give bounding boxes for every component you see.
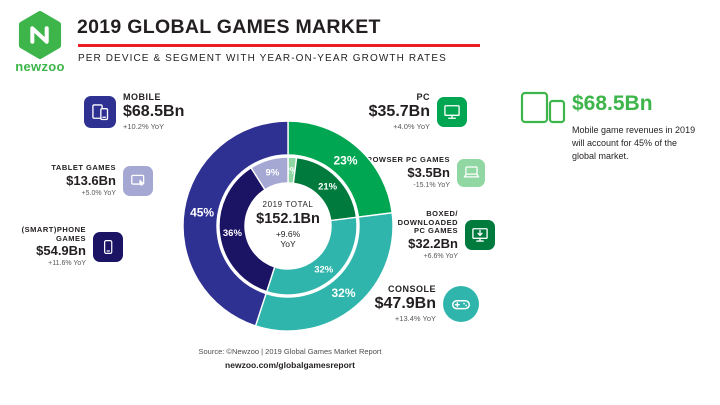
pct-label-mobile: 45%	[190, 205, 214, 219]
pct-label-tablet: 9%	[266, 167, 280, 178]
pc-value: $35.7Bn	[368, 103, 430, 121]
pct-label-smartphone: 36%	[223, 228, 243, 239]
pct-label-console: 32%	[331, 286, 355, 300]
console-gamepad-icon	[443, 285, 479, 322]
tablet-icon	[123, 165, 153, 196]
browser-pc-growth: -15.1% YoY	[413, 181, 450, 189]
total-value: $152.1Bn	[256, 211, 320, 227]
console-value: $47.9Bn	[374, 295, 436, 313]
smartphone-icon	[93, 232, 123, 263]
mobile-segment-block: MOBILE $68.5Bn +10.2% YoY	[84, 92, 184, 131]
smartphone-value: $54.9Bn	[36, 243, 86, 259]
pc-segment-block: PC $35.7Bn +4.0% YoY	[352, 92, 467, 131]
browser-pc-label: BROWSER PC GAMES	[360, 155, 450, 164]
report-link[interactable]: newzoo.com/globalgamesreport	[225, 360, 355, 370]
total-label: 2019 TOTAL	[262, 200, 314, 209]
brand-wordmark: newzoo	[15, 59, 65, 74]
footer: Source: ©Newzoo | 2019 Global Games Mark…	[150, 347, 430, 370]
page-title: 2019 GLOBAL GAMES MARKET	[77, 16, 381, 38]
console-growth: +13.4% YoY	[394, 313, 436, 323]
tablet-segment-block: TABLET GAMES $13.6Bn +5.0% YoY	[16, 163, 153, 198]
mobile-growth: +10.2% YoY	[123, 121, 165, 131]
donut-segment-tablet	[250, 156, 289, 191]
highlight-value: $68.5Bn	[572, 92, 653, 115]
browser-laptop-icon	[457, 158, 485, 187]
source-text: Source: ©Newzoo | 2019 Global Games Mark…	[198, 347, 382, 356]
browser-pc-value: $3.5Bn	[407, 164, 450, 180]
console-segment-block: CONSOLE $47.9Bn +13.4% YoY	[346, 284, 479, 323]
smartphone-label-line1: (SMART)PHONE	[21, 225, 86, 234]
browser-pc-segment-block: BROWSER PC GAMES $3.5Bn -15.1% YoY	[356, 155, 485, 190]
mobile-label: MOBILE	[123, 92, 161, 102]
donut-chart: 23% 32% 45% 2% 21% 32% 36% 9%	[182, 120, 394, 332]
smartphone-label-line2: GAMES	[55, 233, 86, 243]
highlight-description: Mobile game revenues in 2019 will accoun…	[572, 125, 696, 162]
boxed-pc-growth: +6.6% YoY	[423, 252, 458, 260]
pct-label-console-inner: 32%	[314, 264, 334, 275]
pct-label-boxed-pc: 21%	[318, 182, 338, 193]
mobile-value: $68.5Bn	[123, 103, 185, 121]
tablet-value: $13.6Bn	[66, 172, 116, 188]
boxed-pc-segment-block: BOXED/ DOWNLOADED PC GAMES $32.2Bn +6.6%…	[362, 209, 495, 261]
boxed-pc-label-line1: BOXED/	[426, 209, 458, 218]
tablet-growth: +5.0% YoY	[81, 189, 116, 197]
donut-segment-mobile	[182, 120, 289, 327]
boxed-pc-label-line3: PC GAMES	[413, 226, 458, 236]
pc-monitor-icon	[437, 96, 467, 127]
donut-segment-smartphone	[218, 166, 276, 293]
pc-growth: +4.0% YoY	[393, 121, 430, 131]
tablet-label: TABLET GAMES	[51, 163, 116, 172]
pct-label-browser-pc: 2%	[285, 165, 299, 176]
boxed-pc-label-line2: DOWNLOADED	[397, 217, 458, 227]
newzoo-logo-icon	[18, 11, 62, 59]
title-underline	[78, 44, 480, 47]
donut-segment-console-inner	[265, 216, 358, 296]
page-subtitle: PER DEVICE & SEGMENT WITH YEAR-ON-YEAR G…	[78, 53, 447, 64]
console-label: CONSOLE	[387, 284, 436, 294]
mobile-devices-outline-icon	[520, 91, 566, 124]
smartphone-growth: +11.6% YoY	[48, 260, 86, 268]
donut-center-text: 2019 TOTAL $152.1Bn +9.6% YoY	[236, 200, 340, 249]
smartphone-segment-block: (SMART)PHONE GAMES $54.9Bn +11.6% YoY	[2, 225, 123, 268]
boxed-pc-value: $32.2Bn	[408, 235, 458, 251]
mobile-devices-icon	[84, 95, 116, 128]
pct-label-pc: 23%	[333, 154, 357, 168]
total-growth-unit: YoY	[280, 239, 296, 249]
boxed-download-icon	[465, 220, 495, 251]
total-growth: +9.6%	[275, 229, 301, 239]
pc-label: PC	[416, 92, 430, 102]
